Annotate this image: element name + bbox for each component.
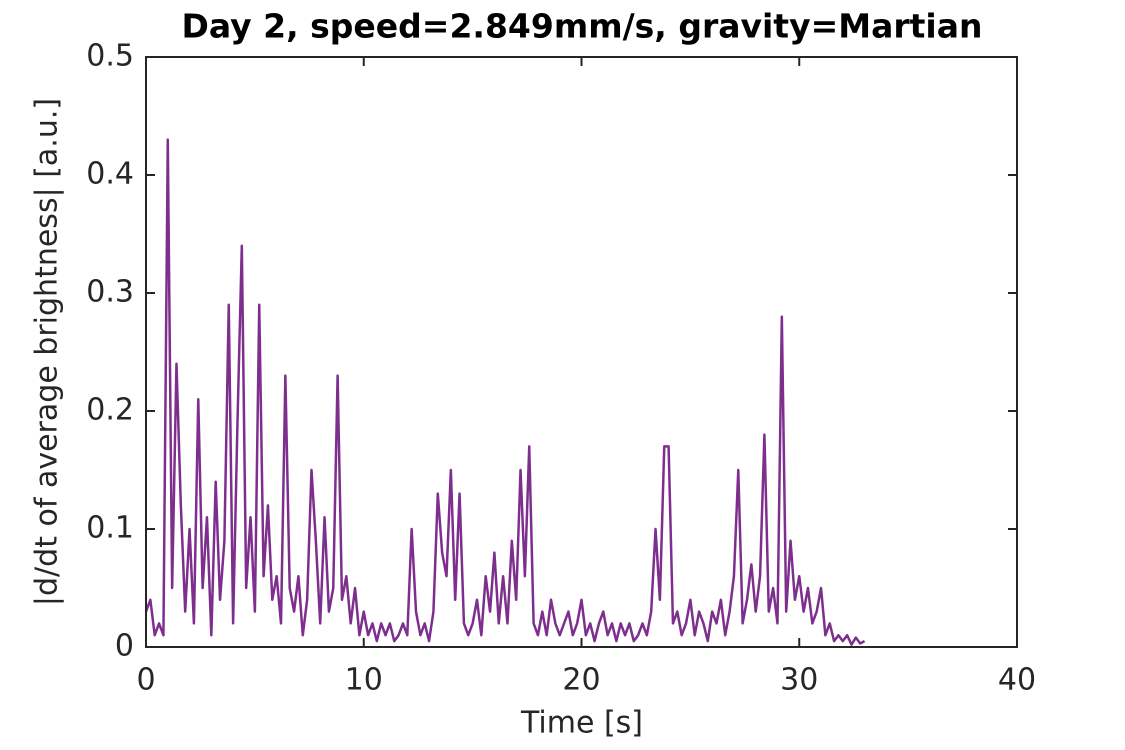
x-tick-label: 30 — [780, 663, 818, 698]
y-tick-label: 0.2 — [86, 393, 134, 428]
y-axis-label: |d/dt of average brightness| [a.u.] — [30, 98, 65, 606]
chart-title: Day 2, speed=2.849mm/s, gravity=Martian — [182, 7, 983, 46]
y-tick-label: 0 — [115, 629, 134, 664]
y-tick-label: 0.3 — [86, 275, 134, 310]
y-tick-label: 0.5 — [86, 39, 134, 74]
x-tick-label: 20 — [562, 663, 600, 698]
y-tick-label: 0.1 — [86, 511, 134, 546]
x-tick-label: 0 — [136, 663, 155, 698]
data-line — [144, 138, 866, 646]
axes-box — [145, 56, 1018, 648]
x-tick-label: 40 — [998, 663, 1036, 698]
plot-area — [146, 57, 1017, 647]
y-tick-label: 0.4 — [86, 157, 134, 192]
x-tick-label: 10 — [345, 663, 383, 698]
x-axis-label: Time [s] — [520, 706, 643, 741]
